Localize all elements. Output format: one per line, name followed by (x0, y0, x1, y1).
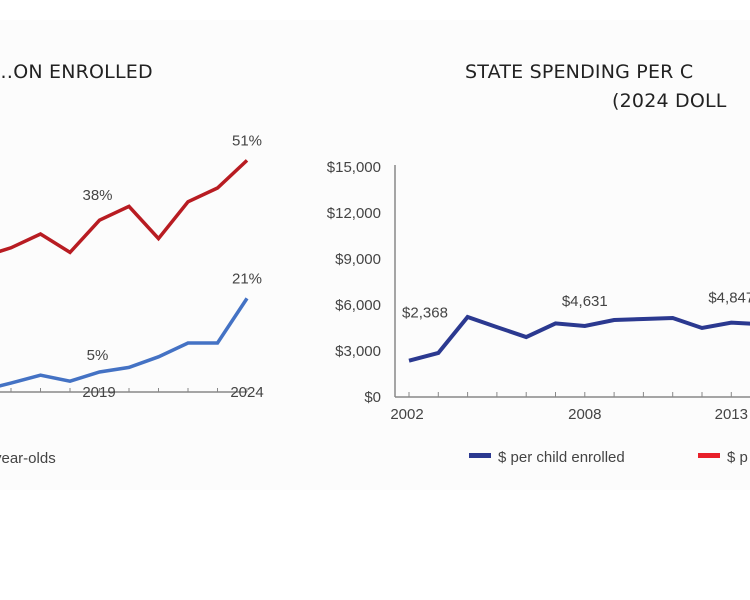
right-x-tick-2002: 2002 (390, 406, 423, 423)
left-x-tick-2019: 2019 (82, 384, 115, 401)
right-y-tick-label: $6,000 (335, 297, 381, 314)
left-data-label: 21% (232, 270, 262, 287)
left-series-line-1 (0, 297, 249, 388)
right-y-tick-label: $9,000 (335, 251, 381, 268)
chart-panel (0, 20, 750, 490)
right-series-line (408, 314, 750, 363)
right-y-tick-label: $12,000 (327, 205, 381, 222)
right-chart-title-line1: STATE SPENDING PER C (465, 61, 693, 83)
right-x-tick-2013: 2013 (715, 406, 748, 423)
legend-per-child: $ per child enrolled (498, 449, 625, 466)
right-data-label: $4,847 (708, 290, 750, 307)
right-data-label: $2,368 (402, 305, 448, 322)
left-data-label: 51% (232, 132, 262, 149)
right-y-tick-label: $15,000 (327, 159, 381, 176)
right-chart-title-line2: (2024 DOLL (612, 90, 727, 112)
legend-second: $ p (727, 449, 748, 466)
right-y-tick-label: $0 (364, 389, 381, 406)
right-y-tick-label: $3,000 (335, 343, 381, 360)
right-legend: $ per child enrolled $ p (469, 449, 748, 466)
left-x-tick-2024: 2024 (230, 384, 263, 401)
left-legend-text: year-olds (0, 450, 56, 467)
left-data-label: 5% (87, 347, 109, 364)
right-x-tick-2008: 2008 (568, 406, 601, 423)
legend-swatch-second (698, 453, 720, 458)
left-series-line-0 (0, 159, 249, 255)
left-data-label: 38% (82, 187, 112, 204)
left-chart-title: …ON ENROLLED (0, 61, 153, 83)
legend-swatch-per-child (469, 453, 491, 458)
right-data-label: $4,631 (562, 293, 608, 310)
